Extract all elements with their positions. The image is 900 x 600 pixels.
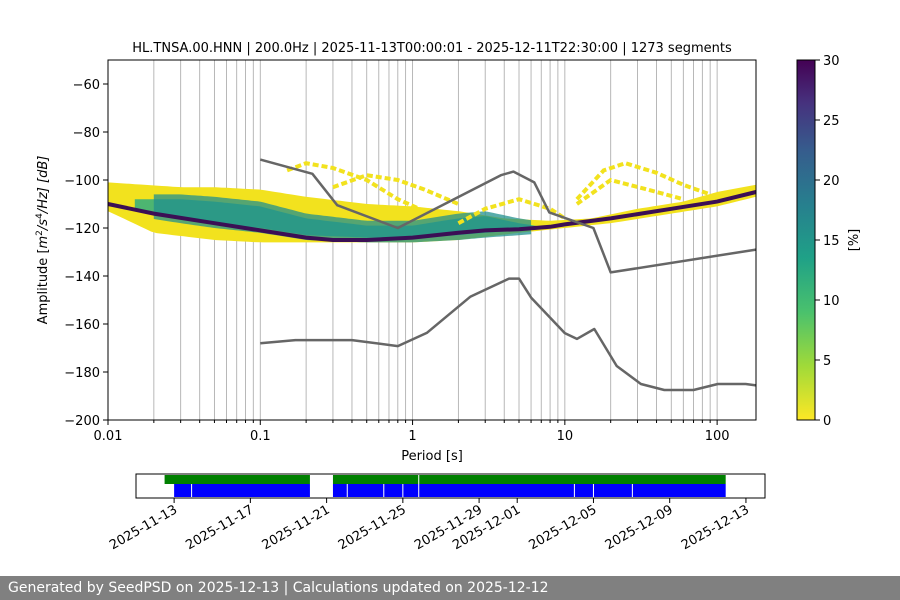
colorbar-tick-label: 20 xyxy=(823,174,840,189)
x-tick-label: 0.1 xyxy=(250,429,271,444)
timeline-bottom-bar xyxy=(174,484,310,497)
colorbar-label: [%] xyxy=(847,229,862,252)
x-tick-label: 100 xyxy=(705,429,730,444)
y-tick-label: −180 xyxy=(64,366,100,381)
x-axis-ticks: 0.01 0.1 1 10 100 xyxy=(94,420,730,444)
density-arc xyxy=(575,161,711,201)
y-tick-label: −140 xyxy=(64,270,100,285)
y-axis-ticks: −60 −80 −100 −120 −140 −160 −180 −200 xyxy=(64,78,108,429)
x-tick-label: 1 xyxy=(408,429,416,444)
y-tick-label: −200 xyxy=(64,414,100,429)
timeline-top-bar xyxy=(332,475,726,484)
timeline-tick-label: 2025-12-05 xyxy=(527,502,600,553)
colorbar-tick-label: 25 xyxy=(823,114,840,129)
timeline-tick-label: 2025-12-09 xyxy=(603,502,676,553)
y-tick-label: −120 xyxy=(64,222,100,237)
timeline-ticks: 2025-11-13 2025-11-17 2025-11-21 2025-11-25… xyxy=(107,498,752,553)
density-arc xyxy=(286,161,426,214)
x-tick-label: 10 xyxy=(557,429,574,444)
plot-frame xyxy=(107,59,757,421)
noise-model-high xyxy=(259,158,757,274)
density-arc xyxy=(332,173,460,206)
timeline-tick-label: 2025-11-25 xyxy=(336,502,409,553)
timeline-tick-label: 2025-11-13 xyxy=(107,502,180,553)
colorbar-ticks: 0 5 10 15 20 25 30 xyxy=(815,54,840,429)
noise-models xyxy=(259,158,757,392)
density-arc xyxy=(575,177,684,206)
density-arc xyxy=(457,197,566,225)
timeline-frame xyxy=(135,473,766,499)
colorbar-tick-label: 15 xyxy=(823,234,840,249)
footer-bar: Generated by SeedPSD on 2025-12-13 | Cal… xyxy=(0,576,900,600)
y-axis-label: Amplitude [m2/s4/Hz] [dB] xyxy=(35,156,51,325)
x-tick-label: 0.01 xyxy=(94,429,123,444)
timeline-tick-label: 2025-11-17 xyxy=(183,502,256,553)
chart-title: HL.TNSA.00.HNN | 200.0Hz | 2025-11-13T00… xyxy=(132,41,732,56)
y-tick-label: −100 xyxy=(64,174,100,189)
figure: HL.TNSA.00.HNN | 200.0Hz | 2025-11-13T00… xyxy=(35,41,862,553)
y-tick-label: −80 xyxy=(73,126,100,141)
colorbar-tick-label: 30 xyxy=(823,54,840,69)
y-tick-label: −160 xyxy=(64,318,100,333)
y-tick-label: −60 xyxy=(73,78,100,93)
timeline-tick-label: 2025-11-21 xyxy=(260,502,333,553)
timeline-bars xyxy=(164,475,726,497)
noise-model-low xyxy=(260,277,757,392)
timeline-bottom-bar xyxy=(332,484,726,497)
x-axis-label: Period [s] xyxy=(401,449,463,464)
timeline-top-bar xyxy=(164,475,310,484)
density-mode xyxy=(107,190,757,242)
colorbar-tick-label: 0 xyxy=(823,414,831,429)
density-heatmap xyxy=(107,161,757,243)
timeline-tick-label: 2025-12-13 xyxy=(679,502,752,553)
colorbar-tick-label: 5 xyxy=(823,354,831,369)
colorbar xyxy=(796,59,816,421)
colorbar-tick-label: 10 xyxy=(823,294,840,309)
